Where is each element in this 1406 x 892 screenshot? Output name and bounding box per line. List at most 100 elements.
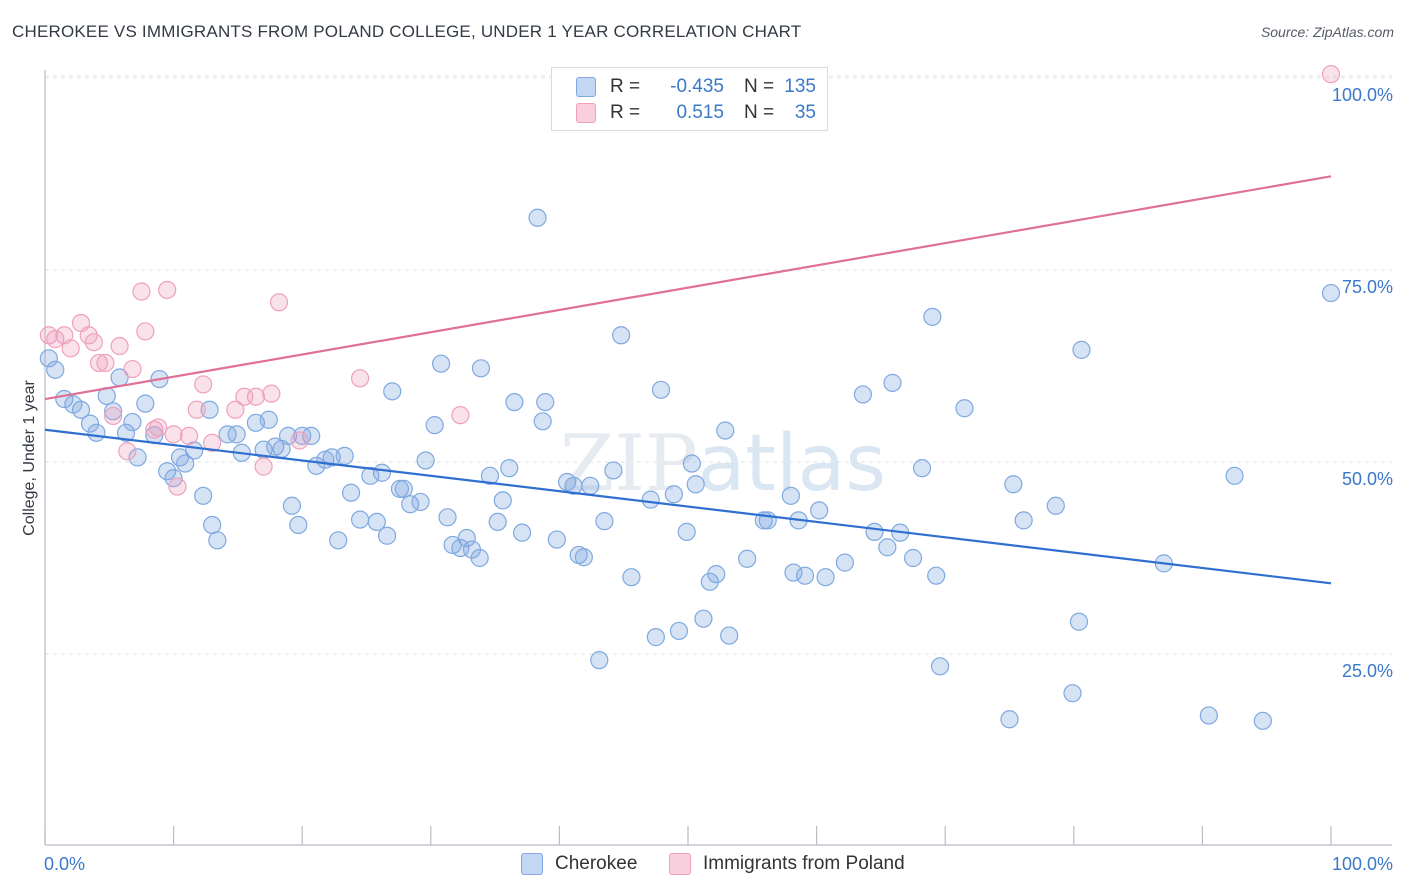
cherokee-point	[500, 459, 519, 478]
cherokee-point	[46, 360, 65, 379]
poland-point	[84, 333, 103, 352]
cherokee-point	[194, 486, 213, 505]
bottom-legend-label-cherokee: Cherokee	[555, 853, 638, 874]
cherokee-point	[536, 392, 555, 412]
cherokee-point	[289, 515, 308, 535]
poland-point	[96, 353, 115, 373]
poland-point	[203, 433, 222, 452]
cherokee-point	[431, 354, 451, 373]
cherokee-trend-line	[44, 428, 1332, 585]
cherokee-point	[612, 326, 631, 345]
cherokee-point	[682, 454, 701, 473]
cherokee-point	[716, 421, 735, 440]
cherokee-point	[694, 609, 713, 628]
cherokee-point	[71, 400, 91, 419]
cherokee-points	[39, 208, 1341, 730]
cherokee-point	[853, 385, 872, 404]
bottom-legend-swatch-poland	[669, 853, 691, 875]
cherokee-point	[923, 307, 942, 326]
poland-point	[104, 406, 123, 426]
cherokee-point	[390, 479, 410, 498]
axes	[44, 70, 1392, 846]
cherokee-point	[493, 491, 512, 510]
cherokee-point	[878, 538, 897, 557]
legend-n-value: 35	[794, 102, 816, 123]
cherokee-point	[278, 426, 298, 445]
x-tick-labels: 0.0% 100.0%	[44, 854, 1393, 874]
y-tick-label: 75.0%	[1342, 277, 1393, 297]
cherokee-point	[87, 423, 106, 442]
poland-point	[194, 375, 213, 394]
cherokee-point	[641, 490, 660, 509]
cherokee-point	[646, 628, 665, 647]
cherokee-point	[835, 553, 854, 572]
cherokee-point	[781, 486, 800, 505]
cherokee-point	[470, 548, 489, 568]
cherokee-point	[865, 522, 884, 541]
cherokee-point	[104, 402, 123, 421]
source-label: Source: ZipAtlas.com	[1260, 24, 1394, 40]
cherokee-point	[595, 512, 614, 531]
cherokee-point	[372, 463, 392, 482]
legend-r-value: 0.515	[676, 102, 724, 123]
cherokee-point	[1014, 511, 1033, 530]
cherokee-point	[903, 548, 923, 568]
cherokee-point	[664, 485, 683, 504]
cherokee-point	[651, 380, 671, 399]
poland-point	[290, 431, 309, 450]
cherokee-point	[669, 621, 689, 641]
cherokee-point	[361, 466, 380, 485]
bottom-legend-poland: Immigrants from Poland	[669, 851, 905, 877]
cherokee-point	[329, 531, 348, 550]
poland-point	[136, 322, 155, 341]
poland-point	[118, 442, 137, 461]
cherokee-point	[411, 492, 430, 512]
poland-point	[262, 384, 281, 403]
poland-point	[226, 400, 245, 419]
legend-row-poland: R = 0.515 N = 35	[576, 101, 816, 125]
cherokee-point	[128, 448, 147, 467]
y-tick-label: 100.0%	[1332, 85, 1393, 105]
cherokee-point	[1004, 475, 1023, 494]
cherokee-point	[505, 392, 524, 412]
watermark: ZIPatlas	[560, 419, 886, 509]
cherokee-point	[1000, 710, 1019, 729]
cherokee-point	[200, 400, 219, 419]
cherokee-point	[513, 523, 532, 542]
poland-point	[254, 457, 273, 476]
cherokee-point	[955, 399, 974, 418]
legend-r-value: -0.435	[670, 76, 724, 97]
legend-swatch-poland	[576, 103, 596, 123]
cherokee-point	[784, 563, 803, 582]
bottom-legend-swatch-cherokee	[521, 853, 543, 875]
legend-r-label: R =	[610, 76, 641, 97]
cherokee-point	[912, 459, 932, 478]
legend-swatch-cherokee	[576, 77, 596, 97]
poland-point	[451, 406, 470, 425]
cherokee-point	[416, 451, 435, 470]
poland-point	[46, 330, 65, 349]
cherokee-point	[350, 510, 370, 529]
cherokee-point	[438, 508, 457, 527]
y-tick-label: 50.0%	[1342, 469, 1393, 489]
cherokee-point	[425, 416, 444, 435]
poland-point	[132, 282, 151, 301]
cherokee-point	[590, 651, 609, 670]
cherokee-point	[1046, 496, 1065, 515]
cherokee-point	[367, 512, 386, 532]
cherokee-point	[164, 469, 183, 488]
correlation-legend: R = -0.435 N = 135 R = 0.515 N = 35	[551, 67, 828, 131]
cherokee-point	[123, 412, 142, 432]
legend-n-label: N =	[744, 76, 775, 97]
cherokee-point	[136, 394, 155, 413]
cherokee-point	[528, 208, 547, 227]
x-tick-label: 100.0%	[1332, 854, 1393, 874]
poland-point	[89, 353, 109, 373]
cherokee-point	[883, 373, 902, 392]
cherokee-point	[707, 565, 726, 584]
poland-point	[179, 426, 199, 445]
y-axis-label: College, Under 1 year	[21, 380, 38, 536]
legend-r-label: R =	[610, 102, 641, 123]
poland-point	[149, 418, 168, 437]
